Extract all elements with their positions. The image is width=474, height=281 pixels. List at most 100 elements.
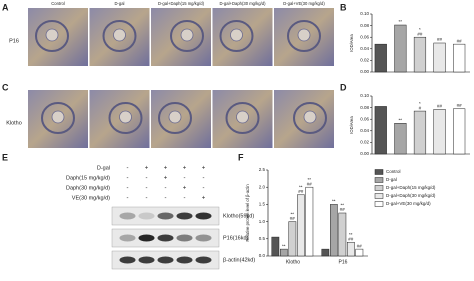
follicle: [41, 102, 75, 134]
sign: -: [127, 196, 129, 202]
significance: ##: [340, 207, 346, 212]
significance: **: [349, 232, 353, 237]
significance: ##: [457, 103, 463, 108]
band: [138, 256, 155, 264]
significance: **: [308, 177, 312, 182]
y-tick-label: 0.10: [360, 11, 369, 16]
sign: -: [127, 186, 129, 192]
bar: [347, 241, 355, 257]
bar: [338, 212, 347, 257]
y-tick-label: 0.0: [259, 253, 266, 258]
y-axis-label: IOD/Area: [349, 116, 354, 134]
legend-label: D-gal+Daph(15 mg/kg/d): [386, 185, 436, 190]
band: [157, 212, 174, 220]
band: [195, 212, 212, 220]
legend-swatch: [374, 201, 384, 207]
sign: -: [203, 186, 205, 192]
sign: -: [165, 196, 167, 202]
significance: *: [419, 101, 421, 106]
bar: [433, 42, 446, 73]
band-label: P16(16kd): [223, 235, 249, 241]
band: [157, 256, 174, 264]
legend-swatch: [374, 193, 384, 199]
bar: [321, 248, 330, 257]
oocyte: [236, 110, 249, 124]
follicle: [219, 20, 254, 52]
significance: ##: [417, 31, 423, 36]
y-tick-label: 2.0: [259, 184, 266, 189]
legend-label: D-gal+Daph(30 mg/kg/d): [386, 193, 436, 198]
y-tick-label: 0.06: [360, 116, 369, 121]
band: [138, 212, 155, 220]
band: [157, 234, 174, 242]
follicle: [225, 102, 260, 134]
sign: -: [184, 176, 186, 182]
significance: ##: [298, 189, 304, 194]
photo-column-label: D-gal+Daph(30 mg/kg/d): [220, 1, 267, 6]
y-tick-label: 1.5: [259, 202, 266, 207]
significance: **: [282, 243, 286, 248]
bar: [413, 36, 427, 73]
row-label: Klotho: [6, 120, 22, 126]
significance: **: [332, 199, 336, 204]
significance: ##: [457, 38, 463, 43]
bar: [433, 109, 446, 155]
y-tick-label: 0.10: [360, 93, 369, 98]
y-tick-label: 0.08: [360, 105, 369, 110]
y-tick-label: 0.02: [360, 58, 369, 63]
significance: ##: [290, 216, 296, 221]
band: [176, 212, 193, 220]
panel-letter: B: [340, 2, 347, 12]
y-axis-label: IOD/Area: [349, 34, 354, 52]
bar: [288, 221, 297, 257]
follicle: [287, 20, 321, 52]
bar: [297, 194, 305, 257]
sign: +: [202, 196, 206, 202]
oocyte: [230, 28, 243, 42]
significance: ##: [307, 181, 313, 186]
bar: [453, 43, 466, 73]
bar: [394, 24, 407, 73]
legend-label: D-gal+VE(30 mg/kg/d): [386, 201, 431, 206]
sign: +: [202, 166, 206, 172]
sign: -: [165, 186, 167, 192]
photo-column-label: Control: [51, 1, 65, 6]
significance: **: [399, 19, 403, 24]
legend-swatch: [374, 177, 384, 183]
row-label: P16: [9, 38, 19, 44]
oocyte: [180, 28, 194, 42]
oocyte: [45, 28, 59, 42]
y-tick-label: 0.5: [259, 236, 266, 241]
bar: [374, 106, 387, 155]
oocyte: [51, 110, 65, 124]
y-tick-label: 0.08: [360, 23, 369, 28]
legend-swatch: [374, 169, 384, 175]
bar: [330, 204, 338, 257]
y-tick-label: 0.00: [360, 69, 369, 74]
bar: [271, 236, 280, 257]
band: [195, 234, 212, 242]
panel-letter: D: [340, 82, 347, 92]
photo-column-label: D-gal: [114, 1, 124, 6]
sign: +: [183, 166, 187, 172]
band: [195, 256, 212, 264]
sign: +: [164, 166, 168, 172]
sign: +: [183, 186, 187, 192]
significance: ##: [437, 104, 443, 109]
panel-letter: A: [2, 2, 9, 12]
significance: ##: [437, 37, 443, 42]
y-tick-label: 0.04: [360, 128, 369, 133]
treatment-label: Daph(15 mg/kg/d): [66, 175, 110, 181]
photo-column-label: D-gal+VE(30 mg/kg/d): [283, 1, 325, 6]
bar: [305, 186, 314, 257]
treatment-label: Daph(30 mg/kg/d): [66, 185, 110, 191]
y-tick-label: 0.06: [360, 34, 369, 39]
oocyte: [113, 28, 126, 42]
sign: -: [127, 176, 129, 182]
oocyte: [119, 110, 132, 124]
significance: ##: [348, 236, 354, 241]
significance: **: [299, 184, 303, 189]
sign: +: [164, 176, 168, 182]
follicle: [170, 20, 204, 52]
